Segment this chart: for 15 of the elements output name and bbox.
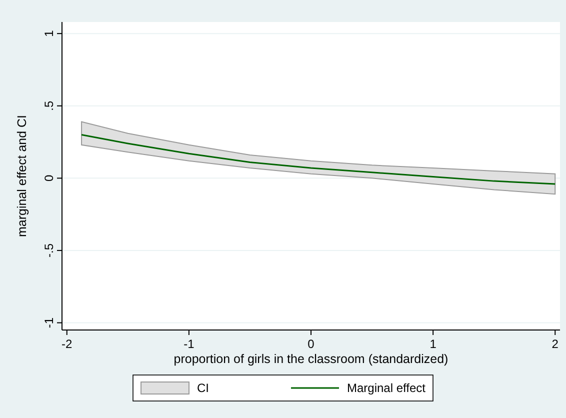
x-axis-title: proportion of girls in the classroom (standardized): [174, 352, 448, 366]
legend-label: Marginal effect: [347, 381, 426, 395]
x-tick-label: -2: [62, 337, 73, 351]
text: CI: [197, 381, 209, 395]
line-series: [80, 134, 556, 185]
y-tick-label: -.5: [42, 243, 56, 258]
x-tick-label: 1: [430, 337, 437, 351]
y-tick-label: -1: [42, 317, 56, 328]
x-tick-label: 0: [308, 337, 315, 351]
x-tick-label: 2: [552, 337, 559, 351]
y-axis-title: marginal effect and CI: [15, 114, 29, 238]
y-tick-label: .5: [42, 100, 56, 111]
x-tick-label: -1: [184, 337, 195, 351]
y-tick-label: 0: [42, 174, 56, 182]
y-tick-label: 1: [42, 30, 56, 37]
